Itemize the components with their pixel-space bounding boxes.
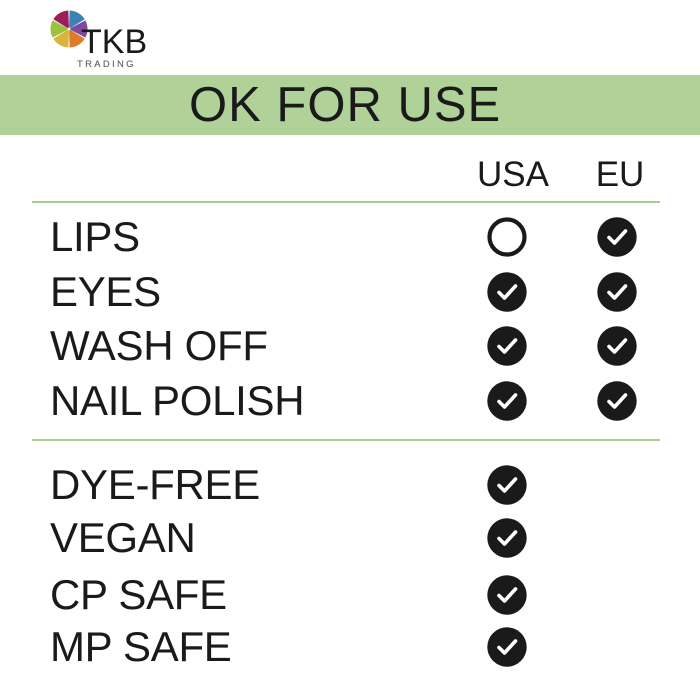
svg-text:TKB: TKB [81,23,147,61]
svg-text:TRADING: TRADING [77,59,136,70]
